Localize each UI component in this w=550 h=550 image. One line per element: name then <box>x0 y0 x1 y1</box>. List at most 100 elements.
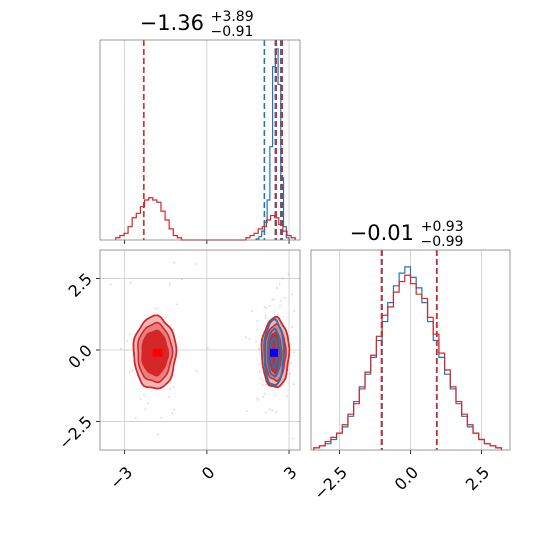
scatter-point <box>292 383 295 386</box>
right-title-value: −0.01 <box>350 221 414 245</box>
joint-contour-panel: −3 0 3 −2.5 0.0 2.5 <box>55 235 314 493</box>
scatter-point <box>134 416 137 419</box>
scatter-point <box>248 338 251 341</box>
scatter-point <box>143 393 146 396</box>
scatter-point <box>261 378 264 381</box>
joint-panel-frame <box>99 249 301 451</box>
scatter-point <box>173 261 176 264</box>
scatter-point <box>293 310 296 313</box>
scatter-point <box>262 396 265 398</box>
scatter-point <box>301 396 303 398</box>
marginal-histogram-right: −0.01 +0.93 −0.99 −2.5 0.0 2.5 <box>310 212 511 504</box>
scatter-point <box>165 316 168 319</box>
scatter-point <box>271 409 273 412</box>
scatter-point <box>258 363 261 366</box>
red-peak-marker <box>152 348 163 357</box>
scatter-point <box>291 326 294 328</box>
x-tick-label: 0 <box>198 463 219 484</box>
scatter-point <box>278 283 281 285</box>
scatter-point <box>106 235 108 237</box>
scatter-point <box>154 307 157 310</box>
scatter-point <box>264 383 267 386</box>
y-tick-label: −2.5 <box>55 412 96 453</box>
scatter-point <box>274 393 276 396</box>
scatter-point <box>276 287 278 289</box>
scatter-point <box>282 322 284 324</box>
scatter-point <box>172 328 175 331</box>
top-title-plus: +3.89 <box>211 9 254 25</box>
x-tick-label: −2.5 <box>310 463 351 504</box>
scatter-point <box>268 408 271 411</box>
right-title-minus: −0.99 <box>421 234 464 250</box>
scatter-point <box>259 377 262 379</box>
scatter-point <box>264 317 267 320</box>
scatter-point <box>109 283 112 286</box>
scatter-point <box>168 284 171 287</box>
right-title-plus: +0.93 <box>421 219 464 235</box>
scatter-point <box>291 293 294 296</box>
scatter-point <box>271 298 273 301</box>
scatter-point <box>255 340 257 343</box>
histogram-step-line <box>115 197 296 241</box>
scatter-point <box>144 408 147 411</box>
scatter-point <box>173 408 176 411</box>
joint-plot-area <box>106 235 314 440</box>
scatter-point <box>256 320 259 322</box>
x-tick-label: 0.0 <box>391 463 422 494</box>
scatter-point <box>256 397 258 400</box>
blue-contour-level <box>266 327 282 378</box>
scatter-point <box>312 300 314 302</box>
scatter-point <box>279 304 281 307</box>
x-tick-label: 2.5 <box>462 463 493 494</box>
right-panel-frame <box>310 249 511 451</box>
scatter-point <box>290 362 292 364</box>
top-title-minus: −0.91 <box>211 24 254 40</box>
scatter-point <box>244 336 247 339</box>
scatter-point <box>272 298 275 301</box>
scatter-point <box>264 314 267 317</box>
blue-contour-level <box>263 318 285 387</box>
scatter-point <box>275 411 278 413</box>
blue-peak-marker <box>269 348 278 357</box>
scatter-point <box>129 281 132 284</box>
scatter-point <box>304 281 306 283</box>
top-panel-frame <box>99 39 301 241</box>
scatter-point <box>128 333 131 336</box>
y-tick-label: 0.0 <box>64 341 95 372</box>
scatter-point <box>287 273 290 275</box>
scatter-point <box>168 396 171 399</box>
scatter-point <box>263 392 266 395</box>
histogram-step-line <box>313 266 503 450</box>
right-panel-title: −0.01 +0.93 −0.99 <box>350 212 471 250</box>
scatter-point <box>139 398 142 401</box>
scatter-point <box>147 402 150 405</box>
scatter-point <box>265 307 268 310</box>
scatter-point <box>175 303 178 306</box>
scatter-point <box>281 277 284 280</box>
scatter-point <box>264 411 267 414</box>
scatter-point <box>292 351 295 354</box>
scatter-point <box>256 328 259 331</box>
red-contour-outline <box>132 314 178 390</box>
scatter-point <box>286 395 289 398</box>
scatter-point <box>261 384 264 386</box>
scatter-point <box>194 263 197 265</box>
scatter-point <box>258 370 261 373</box>
scatter-point <box>180 278 183 281</box>
scatter-point <box>168 282 171 285</box>
scatter-point <box>258 348 261 350</box>
scatter-point <box>160 417 163 419</box>
scatter-point <box>280 299 282 302</box>
x-tick-label: 3 <box>280 463 301 484</box>
scatter-point <box>168 387 171 390</box>
scatter-point <box>157 433 160 436</box>
marginal-histogram-top: −1.36 +3.89 −0.91 <box>99 9 301 244</box>
scatter-point <box>251 310 254 312</box>
scatter-point <box>172 386 175 388</box>
scatter-point <box>195 370 198 373</box>
scatter-point <box>119 347 122 350</box>
scatter-point <box>128 371 131 374</box>
scatter-point <box>126 340 129 342</box>
scatter-point <box>263 306 266 308</box>
